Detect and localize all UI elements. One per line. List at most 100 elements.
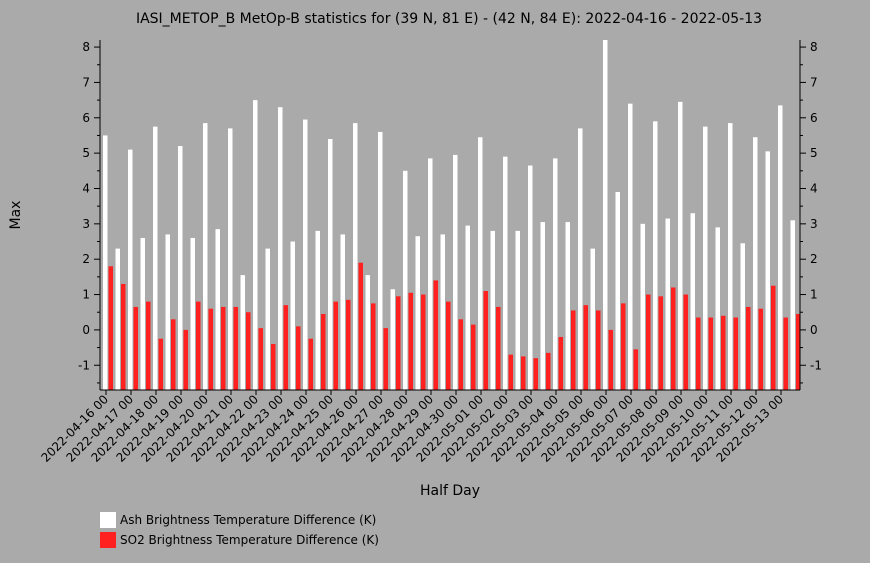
y-tick-label-right: 2 [810,252,818,266]
so2-bar-38 [583,305,588,390]
y-tick-label-left: 4 [82,181,90,195]
so2-bar-9 [221,306,226,390]
ash-bar-35 [540,222,545,390]
ash-bar-16 [303,119,308,391]
so2-bar-6 [183,329,188,390]
ash-bar-39 [590,248,595,390]
ash-bar-38 [578,128,583,390]
ash-bar-29 [465,225,470,390]
so2-bar-42 [633,349,638,390]
so2-bar-18 [333,301,338,390]
so2-bar-10 [233,306,238,390]
y-tick-label-right: 7 [810,75,818,89]
legend-swatch-so2 [100,532,116,548]
legend-label-so2: SO2 Brightness Temperature Difference (K… [120,533,379,547]
so2-bar-12 [258,328,263,390]
ash-bar-14 [278,107,283,391]
so2-bar-45 [671,287,676,390]
so2-bar-49 [721,315,726,390]
y-tick-label-right: -1 [810,358,822,372]
ash-bar-10 [228,128,233,390]
so2-bar-22 [383,328,388,390]
so2-bar-35 [546,352,551,390]
legend: Ash Brightness Temperature Difference (K… [100,512,379,548]
ash-bar-1 [115,248,120,390]
y-tick-label-left: 2 [82,252,90,266]
y-tick-label-right: 0 [810,323,818,337]
ash-bar-44 [653,121,658,390]
so2-bar-29 [471,324,476,390]
ash-bar-25 [415,236,420,390]
so2-bar-3 [146,301,151,390]
ash-bar-37 [565,222,570,390]
so2-bar-48 [708,317,713,390]
ash-bar-0 [103,135,108,390]
ash-bar-12 [253,100,258,390]
ash-bar-41 [615,192,620,390]
ash-bar-24 [403,170,408,390]
ash-bar-47 [690,213,695,390]
ash-bar-17 [315,230,320,390]
so2-bar-13 [271,344,276,390]
ash-bar-6 [178,146,183,390]
ash-bar-27 [440,234,445,390]
ash-bar-42 [628,103,633,390]
so2-bar-14 [283,305,288,390]
ash-bar-45 [665,218,670,390]
ash-bar-22 [378,131,383,391]
y-tick-label-right: 1 [810,288,818,302]
ash-bar-30 [478,137,483,390]
ash-bar-46 [678,101,683,391]
legend-swatch-ash [100,512,116,528]
ash-bar-18 [328,138,333,390]
y-tick-label-right: 3 [810,217,818,231]
so2-bar-33 [521,356,526,390]
so2-bar-16 [308,338,313,390]
ash-bar-7 [190,237,195,390]
so2-bar-0 [108,266,113,390]
y-tick-label-right: 6 [810,111,818,125]
ash-bar-31 [490,230,495,390]
ash-bar-20 [353,123,358,390]
so2-bar-26 [433,280,438,390]
so2-bar-50 [733,317,738,390]
so2-bar-43 [646,294,651,390]
y-tick-label-left: 5 [82,146,90,160]
y-tick-label-left: 0 [82,323,90,337]
ash-bar-52 [753,137,758,390]
so2-bar-55 [796,313,801,390]
y-tick-label-right: 8 [810,40,818,54]
ash-bar-15 [290,241,295,390]
ash-bar-40 [603,40,608,390]
so2-bar-34 [533,358,538,390]
so2-bar-47 [696,317,701,390]
so2-bar-17 [321,313,326,390]
so2-bar-21 [371,303,376,390]
ash-bar-32 [503,156,508,390]
ash-bar-54 [778,105,783,391]
y-tick-label-left: 1 [82,288,90,302]
so2-bar-32 [508,354,513,390]
ash-bar-49 [715,227,720,390]
so2-bar-25 [421,294,426,390]
ash-bar-8 [203,123,208,390]
y-tick-label-right: 4 [810,181,818,195]
so2-bar-52 [758,308,763,390]
ash-bar-43 [640,223,645,390]
so2-bar-7 [196,301,201,390]
so2-bar-23 [396,296,401,390]
y-tick-label-left: 8 [82,40,90,54]
so2-bar-37 [571,310,576,390]
so2-bar-27 [446,301,451,390]
ash-bar-36 [553,158,558,390]
ash-bar-55 [790,220,795,390]
so2-bar-20 [358,262,363,390]
so2-bar-28 [458,319,463,390]
ash-bar-34 [528,165,533,390]
y-tick-label-right: 5 [810,146,818,160]
ash-bar-21 [365,275,370,390]
so2-bar-53 [771,285,776,390]
so2-bar-2 [133,306,138,390]
ash-bar-2 [128,149,133,390]
